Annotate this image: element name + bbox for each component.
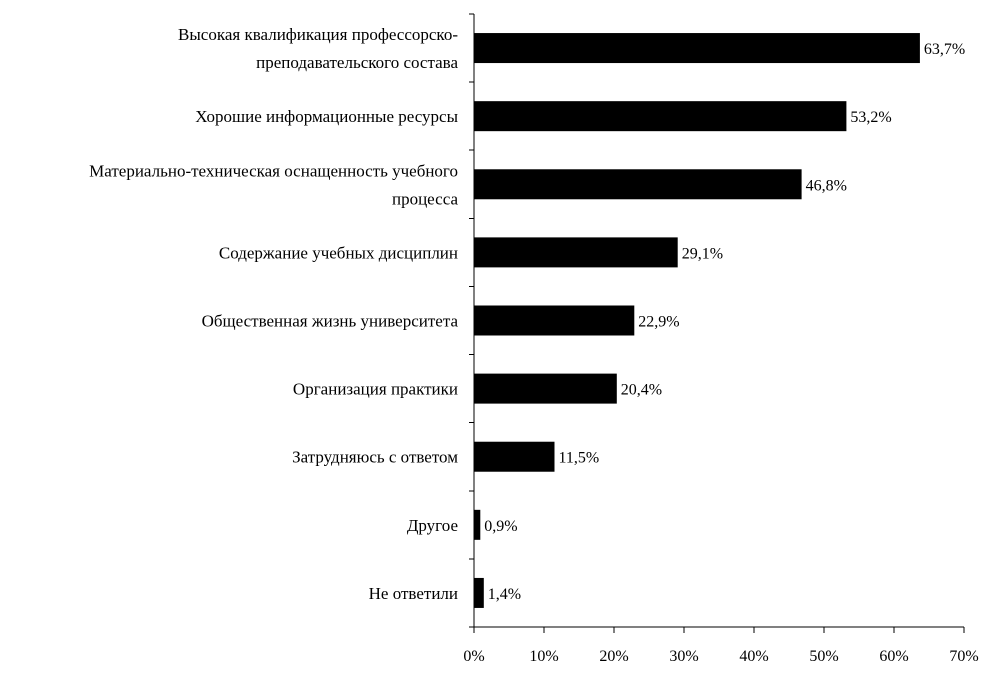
x-tick-label-1: 10% bbox=[529, 648, 558, 665]
category-label-5: Общественная жизнь университета bbox=[202, 312, 459, 331]
x-tick-label-3: 30% bbox=[669, 648, 698, 665]
value-label-2: 53,2% bbox=[850, 109, 891, 126]
bar-1 bbox=[474, 33, 920, 64]
bar-5 bbox=[474, 305, 635, 336]
bar-4 bbox=[474, 237, 678, 268]
bars bbox=[474, 33, 920, 608]
x-tick-label-0: 0% bbox=[463, 648, 484, 665]
value-label-1: 63,7% bbox=[924, 41, 965, 58]
category-label-8: Другое bbox=[407, 516, 458, 535]
x-tick-label-2: 20% bbox=[599, 648, 628, 665]
value-labels: 63,7% 53,2% 46,8% 29,1% 22,9% 20,4% 11,5% 0,9% 1… bbox=[484, 41, 965, 603]
category-label-9: Не ответили bbox=[369, 584, 458, 603]
x-tick-label-6: 60% bbox=[879, 648, 908, 665]
bar-8 bbox=[474, 509, 481, 540]
category-label-1-line-1: Высокая квалификация профессорско- bbox=[178, 25, 458, 44]
category-label-3-line-1: Материально-техническая оснащенность уче… bbox=[89, 161, 458, 180]
x-tick-label-4: 40% bbox=[739, 648, 768, 665]
category-label-2: Хорошие информационные ресурсы bbox=[195, 107, 458, 126]
axes: 0% 10% 20% 30% 40% 50% 60% 70% bbox=[463, 13, 979, 665]
x-tick-label-7: 70% bbox=[949, 648, 978, 665]
value-label-8: 0,9% bbox=[484, 518, 517, 535]
bar-2 bbox=[474, 101, 847, 132]
bar-6 bbox=[474, 373, 617, 404]
value-label-3: 46,8% bbox=[806, 177, 847, 194]
category-label-4: Содержание учебных дисциплин bbox=[219, 243, 458, 262]
category-labels: Высокая квалификация профессорско-препод… bbox=[89, 25, 458, 603]
category-label-1-line-2: преподавательского состава bbox=[256, 53, 458, 72]
value-label-9: 1,4% bbox=[488, 586, 521, 603]
category-label-3-line-2: процесса bbox=[392, 189, 458, 208]
value-label-6: 20,4% bbox=[621, 382, 662, 399]
category-label-6: Организация практики bbox=[293, 380, 458, 399]
category-label-7: Затрудняюсь с ответом bbox=[292, 448, 458, 467]
value-label-5: 22,9% bbox=[638, 314, 679, 331]
bar-3 bbox=[474, 169, 802, 200]
bar-9 bbox=[474, 577, 484, 608]
value-label-7: 11,5% bbox=[559, 450, 600, 467]
bar-7 bbox=[474, 441, 555, 472]
value-label-4: 29,1% bbox=[682, 245, 723, 262]
x-tick-label-5: 50% bbox=[809, 648, 838, 665]
